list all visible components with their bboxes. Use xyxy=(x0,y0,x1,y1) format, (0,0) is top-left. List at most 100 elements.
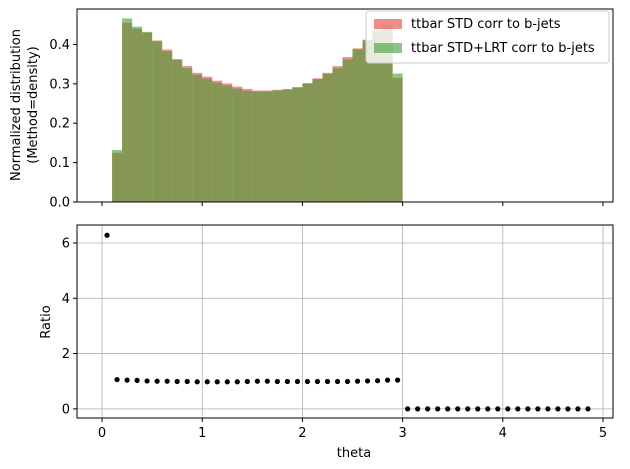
ratio-point xyxy=(465,406,471,412)
bottom-ylabel: Ratio xyxy=(39,305,54,338)
bottom-xtick-label: 2 xyxy=(298,426,306,441)
legend-frame xyxy=(365,10,610,64)
ratio-point xyxy=(334,378,341,385)
bar-series1-bin25 xyxy=(362,39,373,202)
bar-series1-bin4 xyxy=(152,41,163,202)
ratio-point xyxy=(224,379,230,385)
bar-series1-bin17 xyxy=(282,89,293,202)
bar-series1-bin16 xyxy=(272,90,283,202)
ratio-point xyxy=(174,378,180,385)
top-bars xyxy=(112,18,403,203)
ratio-point xyxy=(565,406,571,412)
ratio-point xyxy=(445,406,451,412)
ratio-point xyxy=(485,406,491,412)
bottom-xtick-label: 1 xyxy=(198,426,206,441)
bottom-ytick-label: 6 xyxy=(62,236,70,251)
top-ytick-label: 0.2 xyxy=(49,117,70,132)
ratio-point xyxy=(344,378,351,385)
ratio-point xyxy=(324,378,331,385)
ratio-point xyxy=(405,406,411,412)
bar-series1-bin22 xyxy=(332,68,343,202)
bar-series1-bin15 xyxy=(262,91,273,202)
top-ytick-label: 0.1 xyxy=(49,156,70,171)
bar-series1-bin6 xyxy=(172,60,183,203)
bar-series1-bin28 xyxy=(392,73,403,202)
bottom-ticks: 0 2 4 6 0 1 2 3 4 5 xyxy=(62,236,607,441)
ratio-point xyxy=(204,379,210,385)
ratio-point xyxy=(455,406,461,412)
ratio-point xyxy=(475,406,481,412)
ratio-point xyxy=(214,379,220,385)
legend: ttbar STD corr to b-jets ttbar STD+LRT c… xyxy=(365,10,610,64)
ratio-point xyxy=(234,379,240,385)
bottom-axes-frame xyxy=(76,224,614,419)
ratio-point xyxy=(384,377,391,383)
ratio-point xyxy=(294,378,301,385)
ratio-point xyxy=(525,406,531,412)
bottom-grid xyxy=(77,225,613,418)
ratio-point xyxy=(505,406,511,412)
top-ytick-label: 0.4 xyxy=(49,38,70,53)
bar-series1-bin12 xyxy=(232,88,243,202)
ratio-point xyxy=(114,376,120,383)
ratio-point xyxy=(354,378,361,384)
ratio-point xyxy=(134,377,140,383)
bar-series1-bin14 xyxy=(252,91,263,202)
bar-series1-bin27 xyxy=(382,24,393,203)
bar-series1-bin23 xyxy=(342,59,353,202)
ratio-point xyxy=(304,378,311,385)
ratio-point xyxy=(495,406,501,412)
bar-series1-bin20 xyxy=(312,79,323,202)
ratio-point xyxy=(555,406,561,412)
ratio-point xyxy=(124,377,130,383)
bar-series1-bin19 xyxy=(302,83,313,202)
bar-series1-bin26 xyxy=(372,29,383,203)
ratio-point xyxy=(184,378,190,385)
bottom-xlabel: theta xyxy=(337,446,371,461)
bar-series1-bin18 xyxy=(292,87,303,202)
bar-series1-bin11 xyxy=(222,85,233,202)
ratio-point xyxy=(435,406,441,412)
ratio-point xyxy=(425,406,431,412)
ratio-point xyxy=(274,378,280,385)
ratio-point xyxy=(104,232,110,238)
top-ytick-label: 0.0 xyxy=(49,196,70,211)
bar-series1-bin0 xyxy=(112,150,123,202)
bar-series1-bin1 xyxy=(122,18,133,203)
bar-series1-bin8 xyxy=(192,74,203,202)
bottom-panel: 0 2 4 6 0 1 2 3 4 5 Ratio theta xyxy=(39,224,614,461)
legend-swatch-std xyxy=(374,19,402,29)
top-ytick-label: 0.3 xyxy=(49,77,70,92)
ratio-point xyxy=(244,378,250,385)
ratio-point xyxy=(284,378,290,385)
bar-series1-bin21 xyxy=(322,73,333,203)
legend-swatch-lrt xyxy=(374,43,402,53)
bar-series1-bin3 xyxy=(142,31,153,203)
ratio-point xyxy=(364,378,371,384)
top-axes-frame xyxy=(76,8,614,203)
ratio-point xyxy=(575,406,581,412)
bottom-ytick-label: 4 xyxy=(62,292,70,307)
bottom-xtick-label: 4 xyxy=(499,426,507,441)
ratio-point xyxy=(395,377,401,383)
bar-series1-bin13 xyxy=(242,90,253,202)
bottom-xtick-label: 3 xyxy=(398,426,406,441)
top-ylabel-line2: (Method=density) xyxy=(26,46,41,163)
bottom-xtick-label: 0 xyxy=(98,426,106,441)
bottom-ytick-label: 0 xyxy=(62,402,70,417)
bar-series1-bin24 xyxy=(352,49,363,203)
bottom-ytick-label: 2 xyxy=(62,347,70,362)
ratio-point xyxy=(254,378,260,384)
ratio-point xyxy=(374,378,381,384)
bar-series1-bin10 xyxy=(212,82,223,202)
ratio-point xyxy=(515,406,521,412)
bar-series1-bin9 xyxy=(202,78,213,202)
ratio-point xyxy=(585,406,591,412)
ratio-point xyxy=(154,378,160,384)
ratio-point xyxy=(144,378,150,384)
legend-label-std: ttbar STD corr to b-jets xyxy=(411,17,561,32)
bar-series1-bin7 xyxy=(182,68,193,202)
top-panel: 0.00.10.20.30.4 Normalized distribution … xyxy=(9,8,614,211)
top-ticks: 0.0 0.1 0.2 0.3 0.4 xyxy=(49,38,604,211)
